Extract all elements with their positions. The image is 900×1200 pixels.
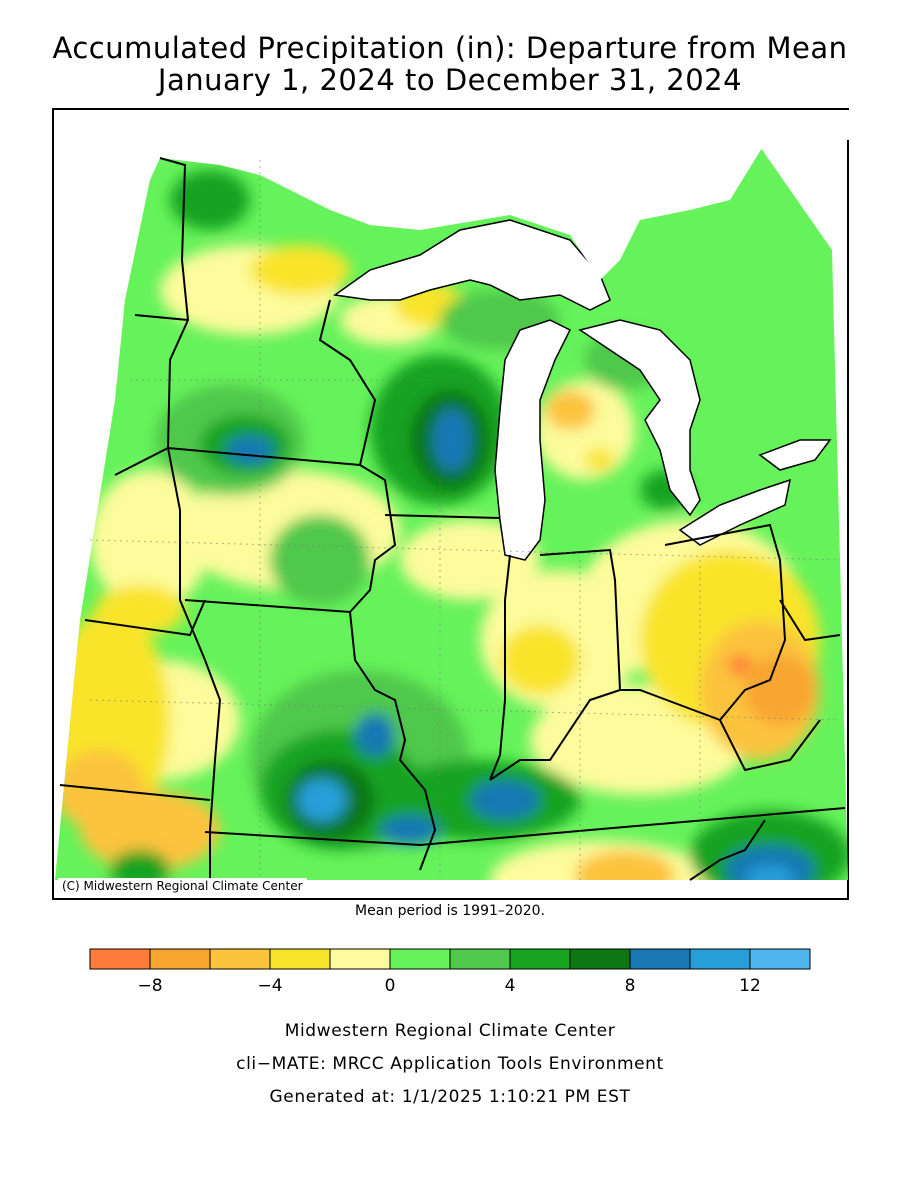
state-borders	[59, 157, 846, 881]
legend-swatch	[449, 948, 511, 970]
precipitation-map	[52, 108, 850, 900]
legend-swatch	[569, 948, 631, 970]
mean-period-note: Mean period is 1991–2020.	[355, 903, 545, 919]
legend-color-boxes	[89, 948, 811, 970]
great-lakes	[333, 219, 832, 561]
legend-tick-label: 4	[505, 976, 516, 996]
legend-swatch	[89, 948, 151, 970]
legend-tick-label: 8	[625, 976, 636, 996]
map-title: Accumulated Precipitation (in): Departur…	[52, 31, 848, 65]
legend-swatch	[269, 948, 331, 970]
legend-swatch	[149, 948, 211, 970]
footer-org: Midwestern Regional Climate Center	[284, 1021, 616, 1041]
map-credit: (C) Midwestern Regional Climate Center	[58, 878, 307, 894]
legend-tick-label: −4	[257, 976, 282, 996]
lake-michigan	[494, 319, 572, 561]
legend-tick-labels: −8 −4 0 4 8 12	[137, 976, 760, 996]
precip-field	[55, 118, 848, 880]
lake-erie	[678, 478, 791, 546]
legend-swatch	[329, 948, 391, 970]
legend-swatch	[629, 948, 691, 970]
color-legend: −8 −4 0 4 8 12	[89, 948, 811, 996]
footer-tool: cli−MATE: MRCC Application Tools Environ…	[236, 1054, 664, 1074]
legend-swatch	[689, 948, 751, 970]
county-grid	[89, 160, 841, 880]
map-date-range: January 1, 2024 to December 31, 2024	[157, 63, 743, 97]
legend-tick-label: 0	[385, 976, 396, 996]
legend-swatch	[389, 948, 451, 970]
legend-swatch	[209, 948, 271, 970]
legend-tick-label: −8	[137, 976, 162, 996]
footer-generated: Generated at: 1/1/2025 1:10:21 PM EST	[269, 1087, 631, 1107]
legend-swatch	[509, 948, 571, 970]
lake-huron	[578, 319, 701, 517]
legend-tick-label: 12	[739, 976, 761, 996]
lake-superior	[333, 219, 611, 311]
legend-swatch	[749, 948, 811, 970]
lake-ontario	[758, 439, 832, 471]
